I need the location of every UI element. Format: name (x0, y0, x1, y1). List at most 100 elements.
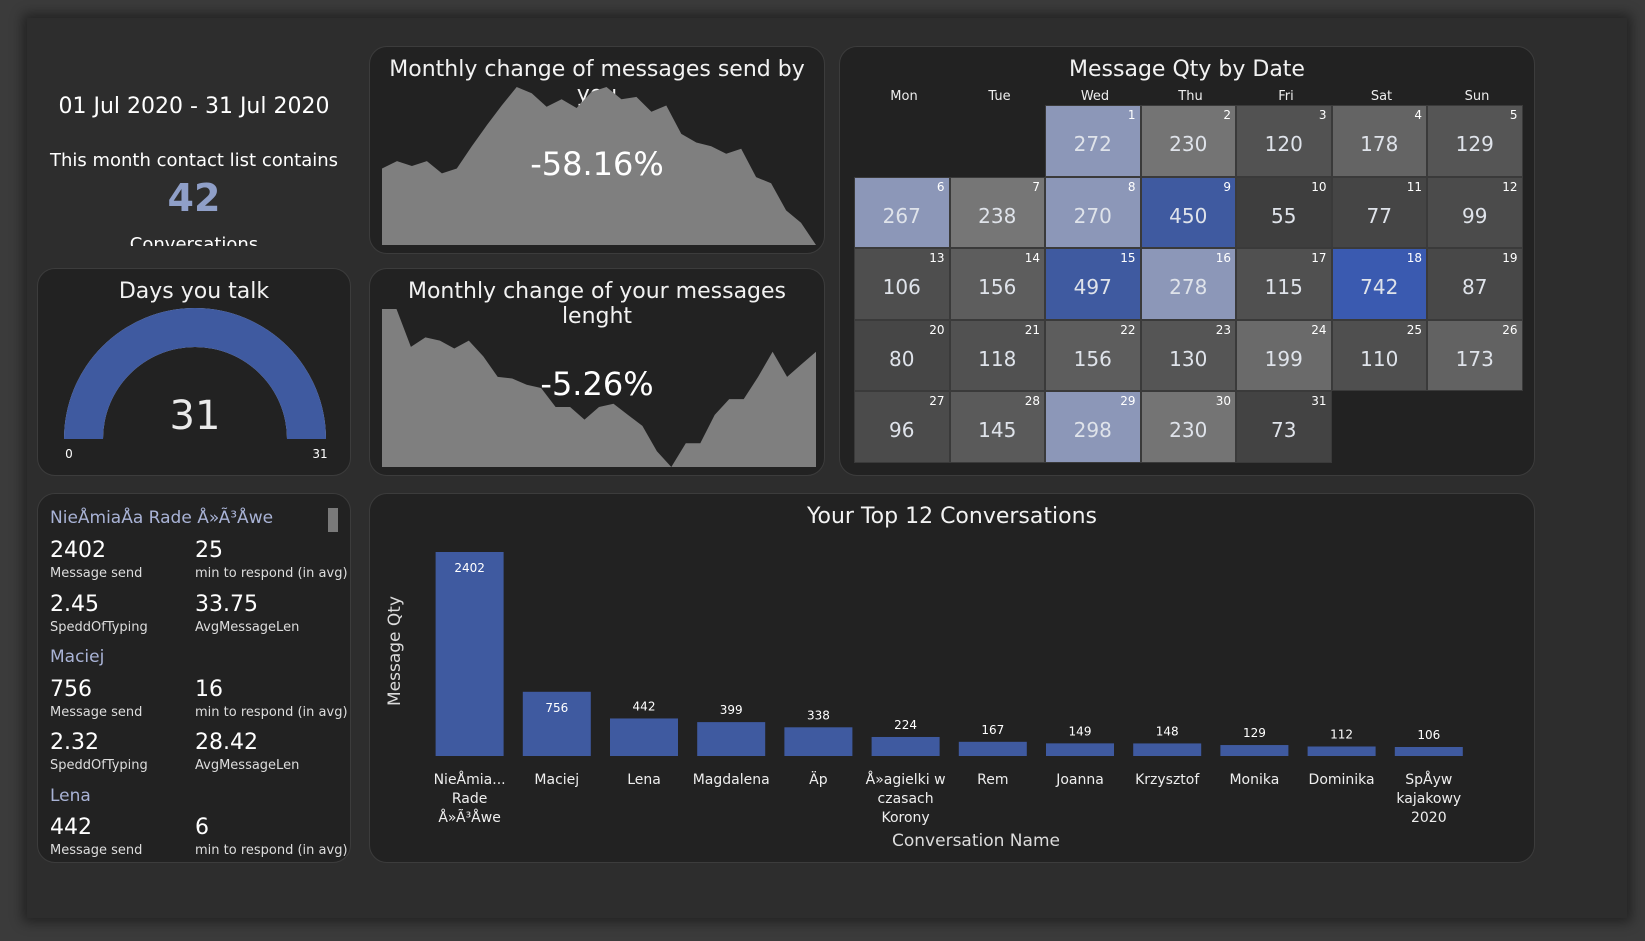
calendar-day-cell[interactable]: 26 173 (1427, 319, 1523, 391)
calendar-day-cell[interactable]: 16 278 (1140, 248, 1236, 320)
messages-sent-change-value: -58.16% (530, 145, 664, 183)
calendar-day-cell[interactable]: 13 106 (854, 248, 950, 320)
calendar-day-cell[interactable]: 1 272 (1045, 105, 1141, 177)
calendar-day-value: 272 (1073, 132, 1112, 156)
calendar-day-value: 96 (889, 418, 915, 442)
calendar-day-number: 1 (1127, 108, 1136, 122)
calendar-day-cell[interactable]: 22 156 (1045, 319, 1141, 391)
calendar-day-cell[interactable]: 11 77 (1331, 176, 1427, 248)
respond-label: min to respond (in avg) (195, 843, 348, 858)
bar[interactable] (697, 722, 766, 756)
message-length-change-value: -5.26% (540, 365, 654, 403)
typing-label: SpeddOfTyping (50, 758, 148, 773)
gauge-title: Days you talk (118, 279, 270, 304)
category-tick-label: Krzysztof (1135, 772, 1200, 788)
calendar-day-cell[interactable]: 12 99 (1427, 176, 1523, 248)
calendar-day-cell[interactable]: 8 270 (1045, 176, 1141, 248)
bar[interactable] (871, 736, 940, 756)
weekday-label: Sat (1370, 89, 1393, 104)
bar[interactable] (958, 741, 1027, 756)
bar[interactable] (1046, 743, 1114, 756)
category-tick-label: Dominika (1309, 772, 1375, 788)
contact-name: NieÅmiaÅa Rade Å»Ã³Åwe (50, 508, 274, 528)
calendar-day-cell[interactable]: 4 178 (1331, 105, 1427, 177)
weekday-label: Mon (890, 89, 918, 104)
calendar-day-cell[interactable]: 25 110 (1331, 319, 1427, 391)
calendar-day-number: 10 (1311, 179, 1327, 194)
calendar-day-cell[interactable]: 27 96 (854, 391, 950, 463)
category-tick-label: Å»agielki w (866, 771, 946, 788)
calendar-day-cell[interactable]: 30 230 (1140, 391, 1236, 463)
message-send-value: 442 (50, 815, 92, 840)
bar[interactable] (1220, 745, 1289, 756)
calendar-day-number: 7 (1032, 179, 1040, 194)
calendar-day-value: 130 (1169, 346, 1208, 371)
contacts-stats-card: NieÅmiaÅa Rade Å»Ã³Åwe 2402 Message send… (37, 493, 351, 863)
calendar-day-number: 31 (1311, 394, 1327, 408)
calendar-day-cell[interactable]: 9 450 (1140, 176, 1236, 248)
calendar-day-value: 199 (1264, 346, 1303, 371)
messages-sent-area-chart (382, 87, 816, 245)
respond-value: 6 (195, 815, 209, 840)
chart-title: Your Top 12 Conversations (807, 504, 1097, 529)
scrollbar-thumb[interactable] (328, 508, 338, 532)
calendar-day-cell[interactable]: 19 87 (1427, 248, 1523, 320)
bar-value-label: 338 (807, 708, 830, 722)
bar[interactable] (1133, 743, 1202, 756)
message-send-value: 756 (50, 677, 92, 702)
calendar-day-cell[interactable]: 2 230 (1140, 105, 1236, 177)
respond-value: 25 (195, 538, 223, 563)
calendar-day-number: 21 (1024, 322, 1040, 337)
calendar-day-number: 13 (929, 251, 945, 265)
category-tick-label: kajakowy (1396, 791, 1461, 807)
calendar-day-cell[interactable]: 23 130 (1140, 319, 1236, 391)
calendar-day-value: 80 (889, 346, 915, 371)
avg-len-label: AvgMessageLen (195, 758, 300, 773)
bar[interactable] (784, 727, 853, 756)
calendar-day-cell[interactable]: 17 115 (1236, 248, 1332, 320)
calendar-day-cell[interactable]: 18 742 (1331, 248, 1427, 320)
calendar-day-cell[interactable]: 5 129 (1427, 105, 1523, 177)
calendar-day-value: 99 (1462, 203, 1488, 228)
avg-len-label: AvgMessageLen (195, 620, 300, 635)
calendar-day-value: 270 (1073, 203, 1112, 228)
category-tick-label: SpÅyw (1405, 771, 1452, 788)
avg-len-value: 33.75 (195, 592, 258, 617)
category-tick-label: Maciej (534, 772, 579, 788)
calendar-day-number: 3 (1318, 108, 1327, 122)
calendar-day-cell[interactable]: 3 120 (1236, 105, 1332, 177)
calendar-day-value: 77 (1366, 203, 1392, 228)
calendar-day-cell[interactable]: 20 80 (854, 319, 950, 391)
calendar-day-cell[interactable]: 28 145 (949, 391, 1045, 463)
calendar-day-cell[interactable]: 15 497 (1045, 248, 1141, 320)
gauge-value: 31 (170, 393, 221, 439)
calendar-day-cell[interactable]: 14 156 (949, 248, 1045, 320)
conversation-count: 42 (167, 176, 221, 220)
contact-name: Maciej (50, 647, 105, 667)
calendar-day-cell[interactable]: 31 73 (1236, 391, 1332, 463)
calendar-day-value: 742 (1360, 275, 1399, 299)
calendar-day-number: 9 (1223, 179, 1231, 194)
calendar-day-value: 110 (1360, 346, 1399, 371)
calendar-day-cell[interactable]: 21 118 (949, 319, 1045, 391)
calendar-day-cell[interactable]: 24 199 (1236, 319, 1332, 391)
calendar-day-number: 12 (1502, 179, 1518, 194)
calendar-day-cell[interactable]: 29 298 (1045, 391, 1141, 463)
calendar-day-value: 129 (1455, 132, 1494, 156)
calendar-day-value: 156 (1073, 346, 1112, 371)
bar[interactable] (610, 718, 678, 756)
calendar-day-cell[interactable]: 7 238 (949, 176, 1045, 248)
calendar-day-cell[interactable]: 6 267 (854, 176, 950, 248)
bar[interactable] (1394, 746, 1463, 756)
bar-value-label: 148 (1156, 724, 1179, 738)
message-send-label: Message send (50, 843, 143, 858)
bar[interactable] (522, 691, 591, 756)
bar[interactable] (435, 552, 504, 756)
typing-value: 2.32 (50, 730, 99, 755)
bar-value-label: 112 (1330, 727, 1353, 741)
dashboard-canvas: 01 Jul 2020 - 31 Jul 2020 This month con… (27, 18, 1627, 918)
calendar-day-number: 8 (1127, 179, 1136, 194)
bar[interactable] (1307, 746, 1376, 756)
calendar-day-value: 178 (1360, 132, 1399, 156)
calendar-day-cell[interactable]: 10 55 (1236, 176, 1332, 248)
